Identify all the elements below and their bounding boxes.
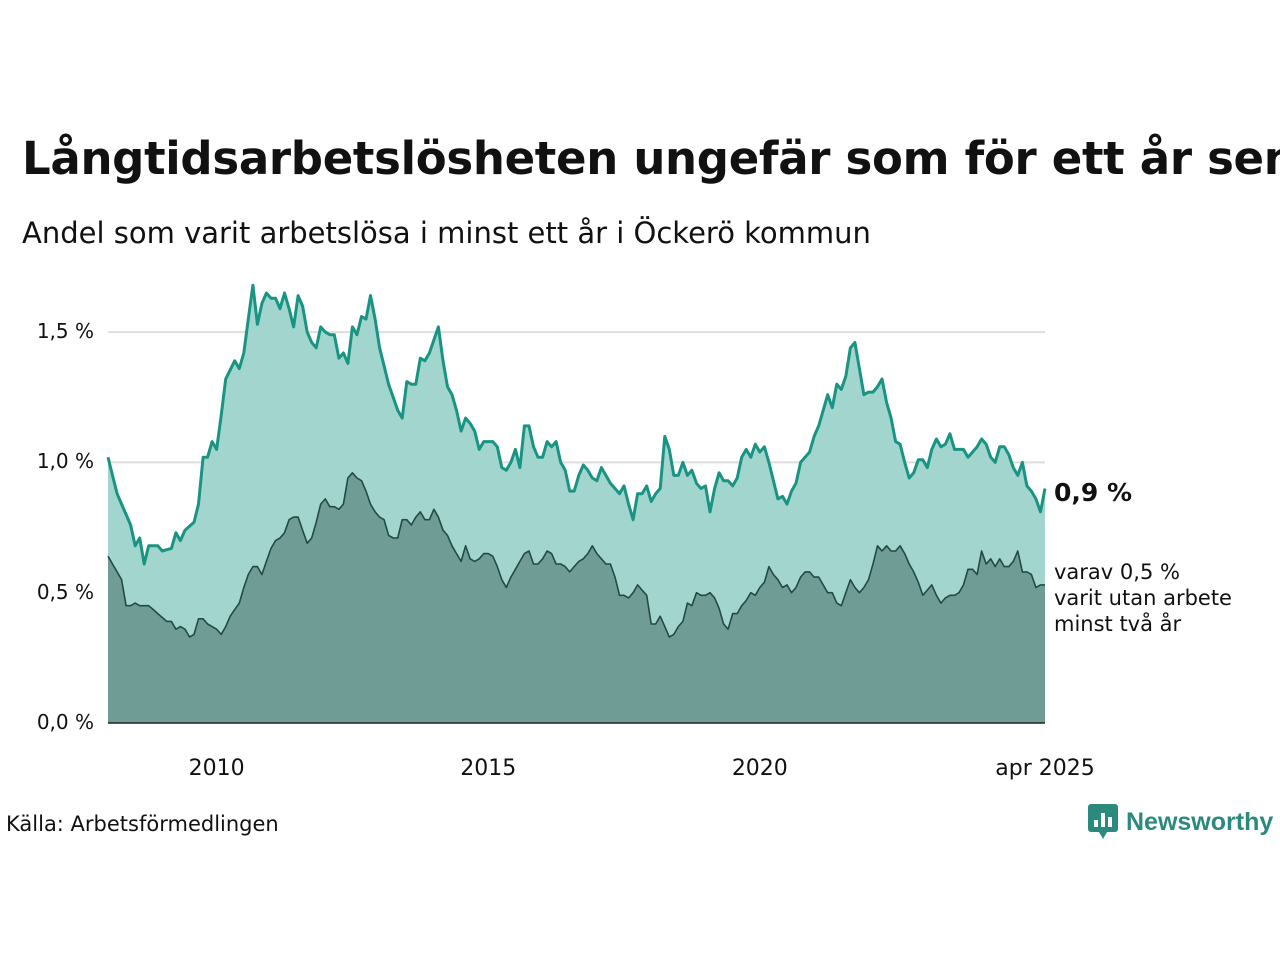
latest-sub-label: varav 0,5 % varit utan arbete minst två … bbox=[1054, 559, 1232, 637]
x-tick-label-3: apr 2025 bbox=[995, 756, 1095, 781]
newsworthy-logo: Newsworthy bbox=[1088, 804, 1273, 840]
x-tick-label-1: 2015 bbox=[460, 756, 517, 781]
y-tick-label-0: 0,0 % bbox=[36, 710, 94, 734]
brand-name: Newsworthy bbox=[1126, 807, 1274, 836]
x-tick-label-0: 2010 bbox=[188, 756, 245, 781]
chart-title: Långtidsarbetslösheten ungefär som för e… bbox=[22, 132, 1280, 185]
sub-label-line-2: varit utan arbete bbox=[1054, 586, 1232, 610]
chart-subtitle: Andel som varit arbetslösa i minst ett å… bbox=[22, 216, 871, 250]
sub-label-line-1: varav 0,5 % bbox=[1054, 560, 1180, 584]
latest-total-label: 0,9 % bbox=[1054, 478, 1133, 507]
y-tick-label-2: 1,0 % bbox=[36, 449, 94, 474]
line-total bbox=[106, 283, 1047, 566]
sub-label-line-3: minst två år bbox=[1054, 612, 1182, 636]
y-tick-label-1: 0,5 % bbox=[36, 579, 94, 604]
area-layer bbox=[106, 283, 1047, 724]
source-note: Källa: Arbetsförmedlingen bbox=[6, 812, 279, 836]
newsworthy-logo-icon bbox=[1088, 804, 1118, 839]
area-sub bbox=[108, 472, 1045, 723]
y-tick-label-3: 1,5 % bbox=[36, 319, 94, 344]
line-sub bbox=[107, 472, 1045, 638]
x-tick-label-2: 2020 bbox=[731, 756, 788, 781]
